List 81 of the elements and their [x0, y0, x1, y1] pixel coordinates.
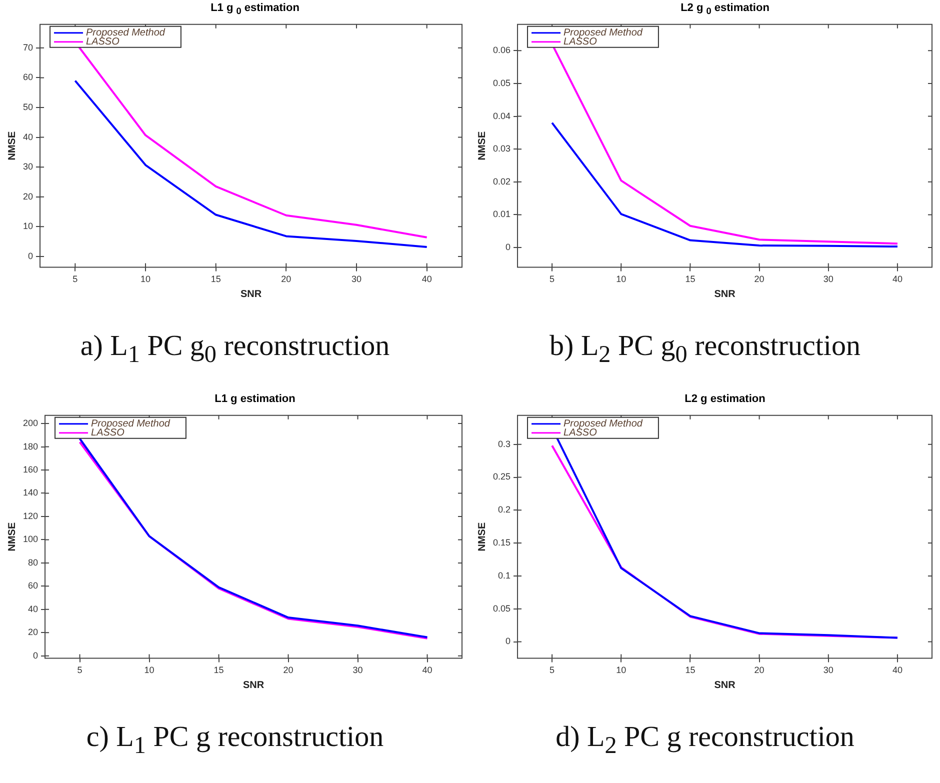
x-tick-label: 20: [754, 665, 764, 676]
y-tick-label: 0.05: [492, 603, 511, 614]
x-tick-label: 40: [892, 665, 902, 676]
x-tick-label: 30: [352, 665, 363, 676]
x-tick-label: 30: [351, 274, 362, 284]
x-tick-label: 10: [144, 665, 154, 676]
x-axis-title: SNR: [714, 288, 736, 300]
y-tick-label: 120: [22, 510, 38, 521]
text: c) L$_{1}$ PC g reconstruction: [86, 721, 384, 760]
legend-label: Proposed Method: [564, 28, 643, 39]
y-axis-title: NMSE: [6, 522, 18, 552]
legend-label: LASSO: [86, 36, 120, 48]
x-axis-title: SNR: [714, 680, 736, 691]
y-tick-label: 0: [506, 242, 511, 252]
chart-title: L2 g estimation: [684, 392, 766, 407]
chart-title: L1 g estimation: [214, 392, 296, 407]
y-tick-label: 0.04: [492, 110, 511, 121]
y-axis-title: NMSE: [476, 131, 488, 160]
x-tick-label: 40: [422, 274, 432, 284]
y-tick-label: 70: [22, 42, 34, 52]
x-axis-title: SNR: [242, 680, 265, 691]
x-axis-title: SNR: [240, 288, 262, 300]
y-tick-label: 40: [28, 604, 38, 614]
y-tick-label: 0.2: [498, 504, 511, 515]
y-tick-label: 50: [22, 102, 34, 112]
chart-title: L2 g $_{0}$ estimation: [680, 1, 770, 16]
y-tick-label: 0.15: [492, 538, 511, 548]
x-tick-label: 15: [210, 274, 221, 284]
y-axis-title: NMSE: [476, 522, 488, 552]
x-tick-label: 10: [616, 274, 626, 284]
y-tick-label: 0.05: [492, 78, 511, 88]
y-tick-label: 10: [22, 221, 34, 232]
x-tick-label: 5: [550, 665, 555, 676]
y-tick-label: 20: [22, 191, 34, 202]
y-tick-label: 40: [22, 132, 34, 142]
x-tick-label: 20: [281, 274, 292, 284]
legend-label: Proposed Method: [86, 28, 166, 39]
legend-label: LASSO: [564, 428, 598, 439]
y-tick-label: 20: [28, 627, 38, 638]
y-tick-label: 180: [22, 441, 38, 452]
y-tick-label: 0.3: [498, 438, 511, 449]
y-tick-label: 0.01: [492, 209, 511, 220]
y-tick-label: 60: [22, 72, 34, 82]
text: d) L$_{2}$ PC g reconstruction: [556, 721, 854, 760]
y-tick-label: 0.06: [492, 45, 511, 56]
y-tick-label: 60: [28, 580, 38, 591]
text: b) L$_{2}$ PC g$_{0}$ reconstruction: [550, 330, 860, 369]
y-tick-label: 100: [22, 534, 38, 544]
legend-label: LASSO: [564, 36, 598, 48]
x-tick-label: 20: [754, 274, 764, 284]
y-tick-label: 0: [28, 250, 34, 261]
y-tick-label: 200: [22, 418, 38, 428]
y-axis-title: NMSE: [6, 131, 18, 160]
y-tick-label: 0.03: [492, 144, 511, 154]
x-tick-label: 40: [892, 274, 902, 284]
x-tick-label: 5: [550, 274, 555, 284]
y-tick-label: 0: [506, 636, 511, 646]
y-tick-label: 0.25: [492, 472, 511, 482]
y-tick-label: 80: [28, 557, 38, 568]
x-tick-label: 40: [422, 665, 432, 676]
y-tick-label: 0.02: [492, 176, 511, 186]
x-tick-label: 10: [140, 274, 151, 284]
y-tick-label: 0.1: [498, 570, 511, 580]
x-tick-label: 20: [283, 665, 294, 676]
x-tick-label: 10: [616, 665, 626, 676]
legend-label: LASSO: [91, 428, 125, 439]
y-tick-label: 30: [22, 162, 34, 172]
x-tick-label: 30: [823, 274, 834, 284]
text: a) L$_{1}$ PC g$_{0}$ reconstruction: [80, 330, 390, 369]
y-tick-label: 140: [22, 488, 38, 498]
legend-label: Proposed Method: [564, 418, 643, 430]
x-tick-label: 15: [214, 665, 224, 676]
chart-title: L1 g $_{0}$ estimation: [210, 1, 300, 16]
x-tick-label: 5: [72, 274, 78, 284]
legend-label: Proposed Method: [91, 418, 170, 430]
x-tick-label: 15: [685, 274, 696, 284]
y-tick-label: 0: [33, 650, 38, 660]
x-tick-label: 15: [685, 665, 696, 676]
x-tick-label: 5: [77, 665, 82, 676]
x-tick-label: 30: [823, 665, 834, 676]
y-tick-label: 160: [22, 464, 38, 474]
